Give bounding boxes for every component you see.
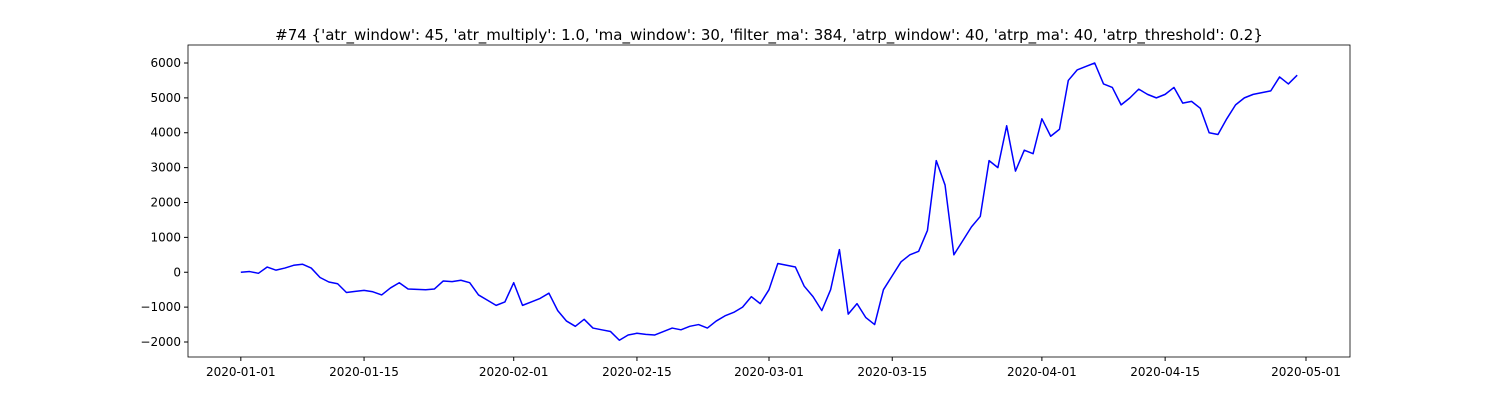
x-tick-label: 2020-04-01 — [1007, 365, 1077, 379]
x-tick-label: 2020-03-01 — [734, 365, 804, 379]
y-tick-label: 4000 — [150, 126, 181, 140]
y-tick-label: 6000 — [150, 56, 181, 70]
y-tick-label: 3000 — [150, 161, 181, 175]
line-series — [240, 62, 1298, 342]
x-tick-label: 2020-02-15 — [602, 365, 672, 379]
y-tick-label: 1000 — [150, 230, 181, 244]
x-tick-label: 2020-01-01 — [206, 365, 276, 379]
x-tick-label: 2020-02-01 — [479, 365, 549, 379]
chart-title: #74 {'atr_window': 45, 'atr_multiply': 1… — [275, 26, 1263, 45]
y-tick-label: −1000 — [140, 300, 181, 314]
plot-frame — [187, 44, 1351, 358]
x-tick-label: 2020-03-15 — [857, 365, 927, 379]
x-tick-label: 2020-01-15 — [329, 365, 399, 379]
y-tick-label: 2000 — [150, 195, 181, 209]
y-tick-label: 0 — [173, 265, 181, 279]
y-tick-label: 5000 — [150, 91, 181, 105]
x-tick-label: 2020-05-01 — [1271, 365, 1341, 379]
y-tick-label: −2000 — [140, 335, 181, 349]
x-tick-label: 2020-04-15 — [1130, 365, 1200, 379]
